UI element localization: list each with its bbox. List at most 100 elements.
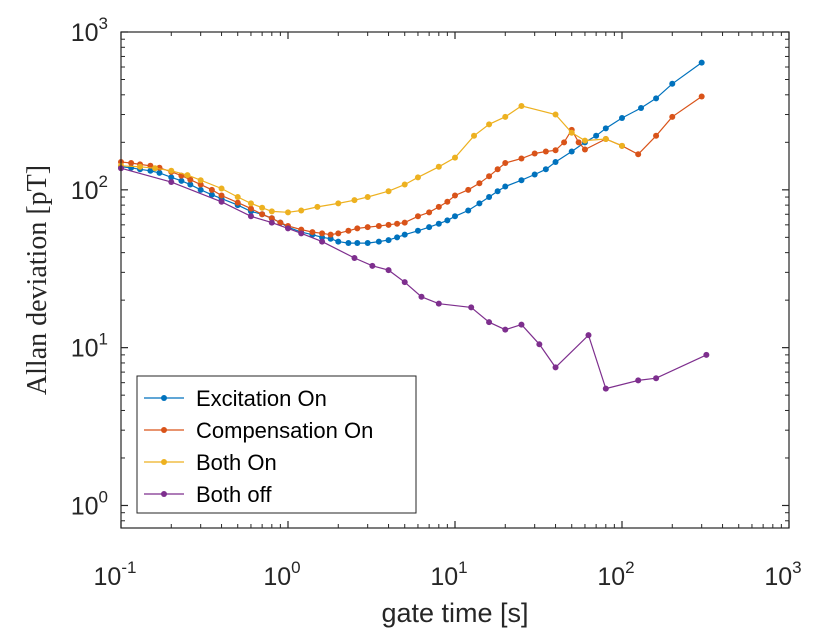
data-point-compensation-on [401, 219, 408, 226]
data-point-both-off [285, 225, 291, 232]
data-point-both-on [581, 137, 588, 144]
data-point-both-on [247, 200, 254, 207]
data-point-compensation-on [435, 203, 442, 210]
data-point-excitation-on [168, 174, 175, 181]
legend-label-compensation-on: Compensation On [196, 418, 373, 443]
data-point-excitation-on [414, 227, 421, 234]
data-point-both-on [471, 132, 478, 139]
data-point-both-off [435, 300, 442, 307]
data-point-both-off [168, 179, 175, 186]
data-point-compensation-on [494, 166, 501, 173]
data-point-excitation-on [593, 132, 600, 139]
data-point-excitation-on [147, 167, 154, 174]
data-point-both-on [502, 113, 509, 120]
data-point-compensation-on [486, 173, 493, 180]
data-point-excitation-on [518, 177, 525, 184]
legend-marker-both-on [161, 459, 167, 465]
data-point-excitation-on [178, 177, 185, 184]
data-point-both-off [385, 267, 392, 274]
data-point-compensation-on [335, 230, 342, 237]
data-point-both-off [319, 238, 326, 245]
data-point-excitation-on [531, 171, 538, 178]
data-point-both-off [468, 304, 475, 311]
data-point-both-on [268, 208, 275, 215]
data-point-compensation-on [309, 229, 316, 236]
data-point-compensation-on [345, 227, 352, 234]
x-tick-label: 101 [430, 558, 467, 591]
data-point-excitation-on [426, 224, 433, 231]
data-point-excitation-on [494, 188, 501, 195]
data-point-compensation-on [531, 150, 538, 157]
data-point-both-off [486, 319, 493, 326]
data-point-both-off [552, 364, 559, 371]
data-point-excitation-on [385, 237, 392, 244]
data-point-excitation-on [156, 169, 163, 176]
legend-marker-both-off [161, 491, 167, 497]
data-point-both-on [486, 121, 493, 128]
data-point-compensation-on [208, 186, 215, 193]
data-point-compensation-on [552, 147, 559, 154]
data-point-both-off [703, 351, 710, 358]
data-point-compensation-on [385, 221, 392, 228]
data-point-excitation-on [364, 240, 371, 247]
data-point-compensation-on [375, 222, 382, 229]
data-point-both-on [197, 177, 204, 184]
data-point-excitation-on [653, 95, 660, 102]
tick-layer: 10-1 100 101 102 103 100 101 102 103 [71, 14, 802, 591]
data-point-both-on [218, 185, 225, 192]
data-point-excitation-on [638, 104, 645, 111]
data-point-both-on [314, 203, 321, 210]
data-point-compensation-on [452, 192, 458, 199]
data-point-excitation-on [208, 191, 215, 198]
data-point-compensation-on [561, 139, 568, 146]
data-point-compensation-on [575, 139, 582, 146]
data-point-compensation-on [247, 205, 254, 212]
data-point-compensation-on [444, 198, 451, 205]
data-point-excitation-on [542, 166, 549, 173]
data-point-excitation-on [602, 125, 609, 132]
data-point-compensation-on [426, 209, 433, 216]
data-point-both-on [234, 194, 241, 201]
series-line-excitation-on [120, 62, 703, 244]
data-point-both-on [568, 129, 575, 136]
data-point-both-off [351, 254, 358, 261]
data-point-both-off [502, 326, 509, 333]
y-axis-label: Allan deviation [pT] [22, 165, 53, 395]
data-point-excitation-on [568, 148, 575, 155]
data-point-both-on [619, 142, 625, 149]
y-tick-label: 102 [71, 172, 108, 205]
data-point-both-off [298, 230, 305, 237]
data-point-both-off [653, 375, 660, 382]
data-point-excitation-on [669, 80, 676, 87]
data-point-compensation-on [277, 219, 284, 226]
data-point-compensation-on [327, 231, 334, 238]
data-point-both-off [401, 279, 408, 286]
legend-label-excitation-on: Excitation On [196, 386, 327, 411]
data-point-compensation-on [197, 181, 204, 188]
data-point-excitation-on [486, 194, 493, 201]
data-point-excitation-on [619, 115, 625, 122]
data-point-both-on [414, 174, 421, 181]
data-point-both-on [552, 111, 559, 118]
data-point-both-on [435, 163, 442, 170]
data-point-excitation-on [197, 186, 204, 193]
data-point-compensation-on [354, 225, 361, 232]
data-point-compensation-on [319, 230, 326, 237]
data-point-compensation-on [259, 211, 266, 218]
data-point-both-on [152, 165, 159, 172]
data-point-excitation-on [187, 181, 194, 188]
legend-marker-compensation-on [161, 427, 167, 433]
data-point-excitation-on [435, 220, 442, 227]
data-point-both-off [268, 219, 275, 226]
data-point-excitation-on [375, 238, 382, 245]
data-point-excitation-on [354, 240, 361, 247]
legend-label-both-off: Both off [196, 482, 272, 507]
data-point-both-on [298, 207, 305, 214]
data-point-compensation-on [218, 192, 225, 199]
data-point-compensation-on [414, 213, 421, 220]
data-point-both-off [635, 377, 642, 384]
data-point-both-on [285, 209, 291, 216]
data-point-both-off [602, 385, 609, 392]
data-point-both-on [401, 181, 408, 188]
